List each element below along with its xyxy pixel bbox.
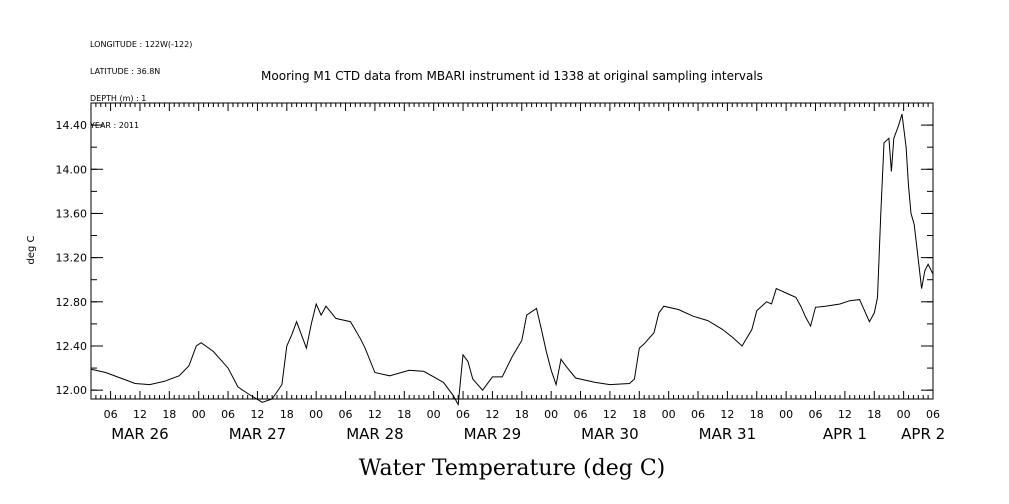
x-hour-tick-label: 12 [720, 408, 734, 421]
series-line-water-temperature [90, 113, 934, 407]
x-hour-tick-label: 12 [485, 408, 499, 421]
x-day-label: APR 2 [901, 425, 945, 443]
x-hour-tick-label: 06 [574, 408, 588, 421]
x-hour-tick-label: 06 [339, 408, 353, 421]
x-day-label: MAR 26 [111, 425, 168, 443]
x-hour-tick-label: 12 [133, 408, 147, 421]
x-hour-tick-label: 00 [544, 408, 558, 421]
x-hour-tick-label: 00 [427, 408, 441, 421]
x-day-label: MAR 29 [464, 425, 521, 443]
x-hour-tick-label: 06 [221, 408, 235, 421]
x-day-label: MAR 27 [229, 425, 286, 443]
x-hour-tick-label: 06 [691, 408, 705, 421]
y-tick-label: 12.80 [56, 296, 88, 309]
x-hour-tick-label: 12 [368, 408, 382, 421]
x-hour-tick-label: 12 [838, 408, 852, 421]
x-hour-tick-label: 18 [162, 408, 176, 421]
x-day-label: MAR 31 [699, 425, 756, 443]
x-day-label: MAR 30 [581, 425, 638, 443]
x-day-label: APR 1 [823, 425, 867, 443]
y-tick-label: 13.60 [56, 207, 88, 220]
x-hour-tick-label: 00 [779, 408, 793, 421]
meta-latitude: LATITUDE : 36.8N [90, 67, 161, 76]
plot-frame [90, 102, 934, 400]
x-hour-tick-label: 12 [603, 408, 617, 421]
x-hour-tick-label: 18 [632, 408, 646, 421]
x-hour-tick-label: 06 [809, 408, 823, 421]
x-hour-tick-label: 00 [897, 408, 911, 421]
x-hour-tick-label: 06 [926, 408, 940, 421]
x-hour-tick-label: 18 [750, 408, 764, 421]
y-tick-label: 13.20 [56, 252, 88, 265]
x-hour-tick-label: 18 [867, 408, 881, 421]
x-hour-tick-label: 06 [104, 408, 118, 421]
x-hour-tick-label: 00 [662, 408, 676, 421]
x-day-label: MAR 28 [346, 425, 403, 443]
meta-depth: DEPTH (m) : 1 [90, 94, 147, 103]
x-hour-tick-label: 18 [280, 408, 294, 421]
y-tick-label: 12.40 [56, 340, 88, 353]
chart-title: Mooring M1 CTD data from MBARI instrumen… [261, 69, 763, 83]
y-axis-label: deg C [26, 235, 37, 264]
y-tick-label: 14.00 [56, 163, 88, 176]
y-tick-label: 12.00 [56, 384, 88, 397]
x-hour-tick-label: 18 [397, 408, 411, 421]
y-tick-label: 14.40 [56, 119, 88, 132]
x-hour-tick-label: 00 [192, 408, 206, 421]
x-hour-tick-label: 12 [250, 408, 264, 421]
x-hour-tick-label: 00 [309, 408, 323, 421]
meta-longitude: LONGITUDE : 122W(-122) [90, 40, 193, 49]
x-hour-tick-label: 06 [456, 408, 470, 421]
x-axis-label: Water Temperature (deg C) [359, 456, 666, 481]
x-hour-tick-label: 18 [515, 408, 529, 421]
